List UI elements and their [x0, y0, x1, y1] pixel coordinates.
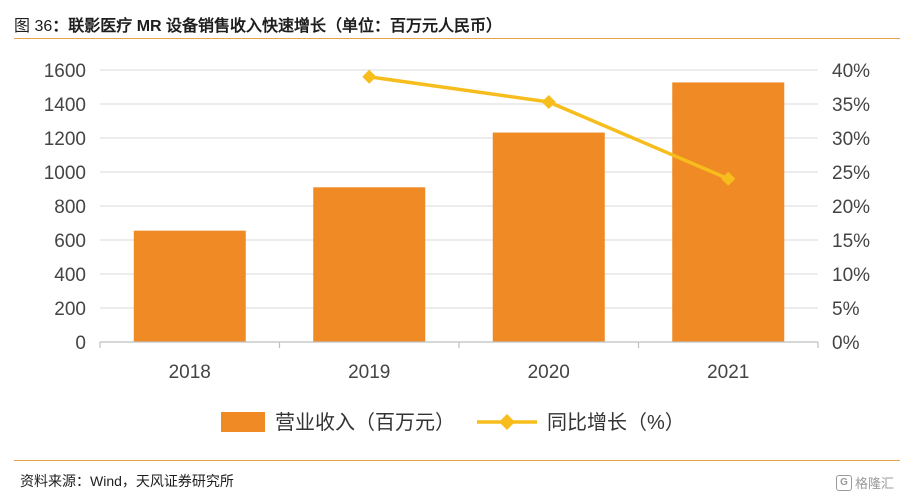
- legend-line-label: 同比增长（%）: [547, 411, 685, 434]
- y-left-tick-label: 0: [75, 333, 86, 354]
- bar-2019: [313, 187, 426, 342]
- legend-bar-label: 营业收入（百万元）: [275, 411, 455, 434]
- y-right-tick-label: 10%: [832, 265, 870, 286]
- y-left-tick-label: 800: [54, 197, 86, 218]
- footer: 资料来源：Wind，天风证券研究所 G 格隆汇: [14, 460, 900, 501]
- y-right-tick-label: 15%: [832, 231, 870, 252]
- growth-point: [721, 171, 736, 186]
- legend-bar-swatch: [221, 412, 265, 432]
- y-left-tick-label: 1200: [44, 129, 86, 150]
- y-right-tick-label: 40%: [832, 61, 870, 82]
- chart-container: 0 200 400 600 800 1000 1200 1400 1600 0% 5% 10% 15% 2…: [0, 40, 914, 450]
- figure-number: 图 36: [14, 18, 53, 35]
- watermark: G 格隆汇: [835, 473, 894, 492]
- y-right-tick-label: 30%: [832, 129, 870, 150]
- combo-chart: 0 200 400 600 800 1000 1200 1400 1600 0% 5% 10% 15% 2…: [44, 61, 870, 434]
- page-title: 图 36：联影医疗 MR 设备销售收入快速增长（单位：百万元人民币）: [14, 12, 502, 36]
- y-right-tick-label: 25%: [832, 163, 870, 184]
- bar-2020: [492, 132, 605, 342]
- watermark-logo-icon: G: [835, 474, 852, 491]
- bar-2021: [672, 82, 785, 342]
- y-right-tick-label: 35%: [832, 95, 870, 116]
- y-left-tick-label: 1400: [44, 95, 86, 116]
- y-left-tick-label: 600: [54, 231, 86, 252]
- bar-2018: [133, 230, 246, 342]
- y-left-tick-label: 1600: [44, 61, 86, 82]
- x-tick-label: 2020: [528, 362, 570, 383]
- growth-point: [362, 69, 377, 84]
- growth-point: [541, 94, 556, 109]
- y-left-tick-label: 200: [54, 299, 86, 320]
- y-left-tick-label: 1000: [44, 163, 86, 184]
- figure-title: ：联影医疗 MR 设备销售收入快速增长（单位：百万元人民币）: [52, 18, 503, 35]
- y-right-tick-label: 20%: [832, 197, 870, 218]
- y-right-tick-label: 5%: [832, 299, 860, 320]
- source-note: 资料来源：Wind，天风证券研究所: [20, 473, 234, 489]
- x-tick-label: 2021: [707, 362, 749, 383]
- y-right-tick-label: 0%: [832, 333, 860, 354]
- y-left-tick-label: 400: [54, 265, 86, 286]
- watermark-text: 格隆汇: [854, 476, 894, 491]
- title-bar: 图 36：联影医疗 MR 设备销售收入快速增长（单位：百万元人民币）: [14, 8, 900, 39]
- x-tick-label: 2018: [169, 362, 211, 383]
- x-tick-label: 2019: [348, 362, 390, 383]
- legend-line-marker: [499, 414, 515, 430]
